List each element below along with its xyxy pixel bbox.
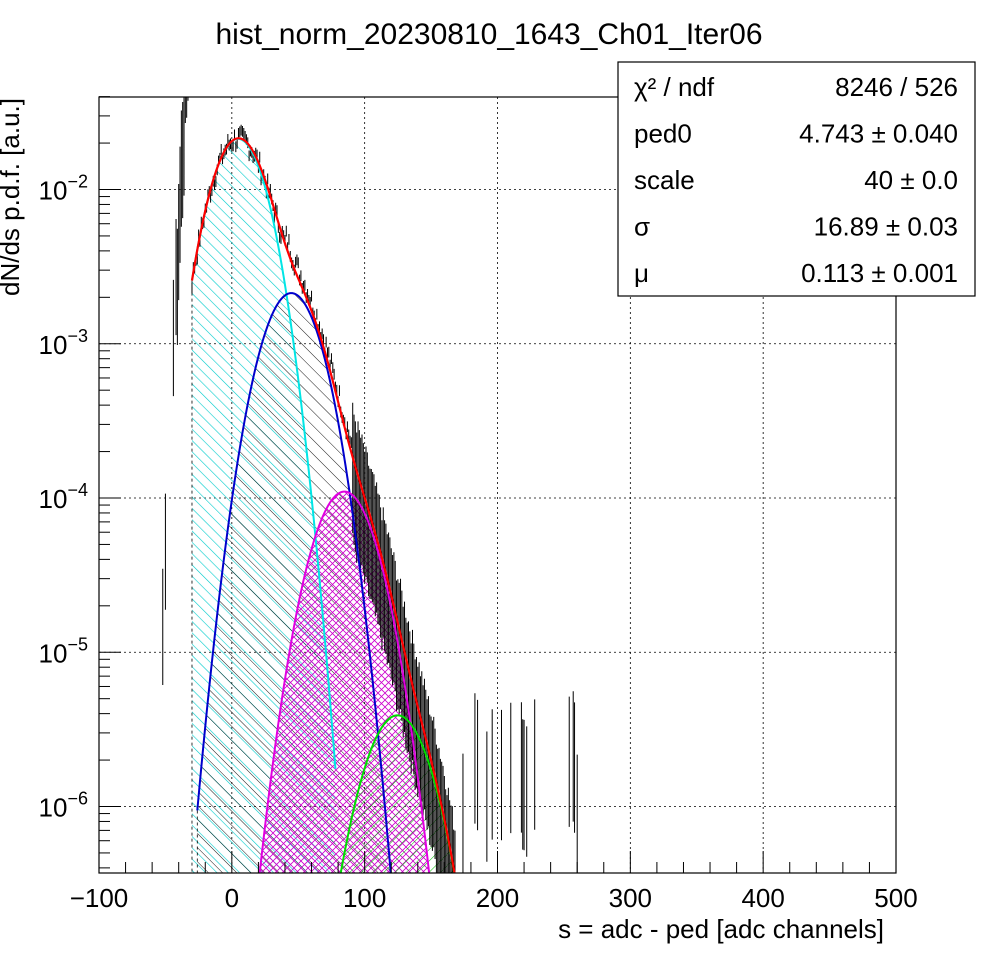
stats-label: ped0 <box>634 119 692 149</box>
stats-label: χ² / ndf <box>634 72 715 102</box>
stats-box: χ² / ndf 8246 / 526 ped0 4.743 ± 0.040 scale… <box>617 61 976 297</box>
x-tick-label: 300 <box>609 883 652 913</box>
x-tick-label: 0 <box>225 883 239 913</box>
stats-value: 40 ± 0.0 <box>864 165 958 195</box>
y-tick-label: 10−4 <box>39 480 88 514</box>
x-tick-label: −100 <box>70 883 129 913</box>
x-tick-label: 500 <box>874 883 917 913</box>
stats-box-frame <box>617 61 976 297</box>
component-1-curve <box>196 292 392 873</box>
stats-label: μ <box>634 258 649 288</box>
stats-label: scale <box>634 165 695 195</box>
x-axis: −100 0 100 200 300 400 500 <box>70 851 918 913</box>
stats-value: 4.743 ± 0.040 <box>799 119 958 149</box>
component-3-fill <box>340 715 455 873</box>
stats-value: 8246 / 526 <box>835 72 958 102</box>
component-2-curve <box>258 490 431 873</box>
chart-title: hist_norm_20230810_1643_Ch01_Iter06 <box>215 18 762 51</box>
stats-value: 0.113 ± 0.001 <box>801 258 958 288</box>
fit-curves <box>190 137 456 873</box>
total-fit-curve <box>190 137 456 873</box>
stats-value: 16.89 ± 0.03 <box>814 212 958 242</box>
y-tick-label: 10−6 <box>39 789 88 823</box>
x-tick-label: 400 <box>741 883 784 913</box>
y-axis: 10−2 10−3 10−4 10−5 10−6 <box>39 96 121 869</box>
x-tick-label: 200 <box>476 883 519 913</box>
y-axis-label: dN/ds p.d.f. [a.u.] <box>0 98 25 296</box>
stats-label: σ <box>634 212 650 242</box>
y-tick-label: 10−3 <box>39 326 88 360</box>
y-tick-label: 10−5 <box>39 634 88 668</box>
y-tick-label: 10−2 <box>39 172 88 206</box>
x-axis-label: s = adc - ped [adc channels] <box>558 914 884 944</box>
x-tick-label: 100 <box>343 883 386 913</box>
component-fills <box>191 138 455 873</box>
